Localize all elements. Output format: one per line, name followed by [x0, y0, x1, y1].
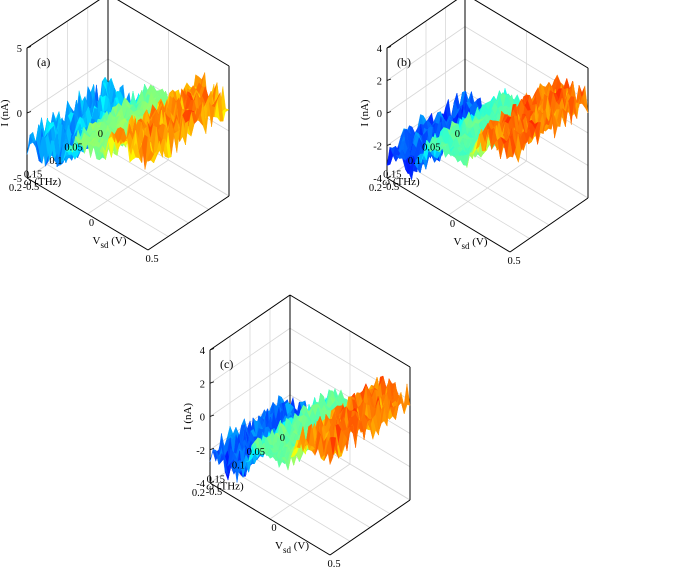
y-axis-title: ω (THz) — [24, 176, 62, 188]
y-tick-label: 0.15 — [24, 170, 42, 181]
axis-labels: -4 -2 0 2 4 0 0.050.1 0.150.2 -0.5 0 0.5 I (nA) ω (T… — [182, 346, 341, 570]
z-axis-title: I (nA) — [359, 99, 371, 127]
y-tick-label: 0.1 — [49, 156, 62, 167]
panel-label: (c) — [220, 357, 233, 371]
x-tick-label: -0.5 — [383, 182, 400, 193]
z-tick-mark — [209, 414, 215, 417]
z-tick-label: -4 — [373, 174, 382, 185]
y-tick-label: 0.2 — [192, 488, 205, 499]
z-tick-mark — [386, 46, 392, 49]
axis-labels: -5 0 5 0 0.050.1 0.150.2 -0.5 0 0.5 I (nA) ω (THz)… — [0, 44, 159, 265]
x-tick-label: -0.5 — [23, 182, 40, 193]
z-axis-title: I (nA) — [182, 403, 194, 431]
x-tick-label: 0.5 — [145, 254, 158, 265]
y-tick-label: 0.1 — [408, 156, 421, 167]
z-tick-mark — [26, 46, 32, 49]
z-tick-label: 5 — [17, 44, 22, 55]
panel-label: (b) — [397, 55, 411, 69]
x-tick-label: 0 — [271, 523, 276, 534]
z-tick-mark — [386, 143, 392, 146]
x-tick-label: 0 — [450, 219, 455, 230]
surface-plot-c: -4 -2 0 2 4 0 0.050.1 0.150.2 -0.5 0 0.5 I (nA) ω (T… — [182, 294, 411, 570]
z-tick-label: 0 — [377, 109, 382, 120]
y-tick-label: 0.05 — [247, 447, 265, 458]
surface-patch — [144, 137, 152, 170]
z-tick-label: -2 — [196, 446, 205, 457]
z-tick-label: -5 — [13, 174, 22, 185]
z-tick-label: 4 — [200, 346, 206, 357]
surface — [386, 74, 589, 181]
x-axis-title: Vsd (V) — [93, 235, 127, 250]
y-tick-label: 0.05 — [64, 143, 82, 154]
y-axis-title: ω (THz) — [382, 176, 420, 188]
x-tick-label: -0.5 — [206, 487, 223, 498]
surface-plot-a: -5 0 5 0 0.050.1 0.150.2 -0.5 0 0.5 I (nA) ω (THz)… — [0, 0, 230, 265]
x-tick-label: 0 — [89, 218, 94, 229]
y-tick-label: 0.15 — [383, 170, 401, 181]
z-tick-mark — [26, 111, 32, 114]
y-tick-label: 0.2 — [369, 183, 382, 194]
z-tick-mark — [209, 348, 215, 351]
z-tick-mark — [386, 111, 392, 114]
y-axis-title: ω (THz) — [206, 481, 244, 493]
y-tick-label: 0 — [455, 129, 460, 140]
x-tick-label: 0.5 — [327, 559, 340, 570]
x-axis-title: Vsd (V) — [275, 540, 309, 555]
z-tick-mark — [386, 78, 392, 81]
z-tick-mark — [209, 447, 215, 451]
z-tick-label: 0 — [200, 413, 205, 424]
x-axis-title: Vsd (V) — [454, 236, 488, 251]
panel-label: (a) — [37, 55, 50, 69]
surface — [209, 375, 411, 483]
surface-plot-b: -4 -2 0 2 4 0 0.050.1 0.150.2 -0.5 0 0.5 I (nA) ω (T… — [359, 0, 589, 267]
z-tick-label: -4 — [196, 479, 205, 490]
z-tick-label: 4 — [377, 44, 383, 55]
y-tick-label: 0 — [280, 433, 285, 444]
z-tick-mark — [386, 176, 392, 179]
y-tick-label: 0.05 — [422, 143, 440, 154]
z-tick-label: 0 — [17, 109, 22, 120]
z-tick-label: -2 — [373, 142, 382, 153]
surface — [26, 72, 230, 170]
z-tick-label: 2 — [200, 379, 205, 390]
z-tick-mark — [26, 176, 32, 179]
y-tick-label: 0.2 — [9, 183, 22, 194]
y-tick-label: 0.1 — [232, 461, 245, 472]
x-tick-label: 0.5 — [507, 256, 520, 267]
z-tick-mark — [209, 481, 215, 484]
axes-box — [386, 0, 589, 253]
surface-patch — [506, 137, 514, 160]
axis-labels: -4 -2 0 2 4 0 0.050.1 0.150.2 -0.5 0 0.5 I (nA) ω (T… — [359, 44, 521, 267]
surface-patch — [326, 437, 334, 466]
y-tick-label: 0.15 — [207, 474, 225, 485]
z-tick-mark — [209, 381, 215, 384]
z-tick-label: 2 — [377, 77, 382, 88]
z-axis-title: I (nA) — [0, 99, 11, 127]
y-tick-label: 0 — [98, 129, 103, 140]
